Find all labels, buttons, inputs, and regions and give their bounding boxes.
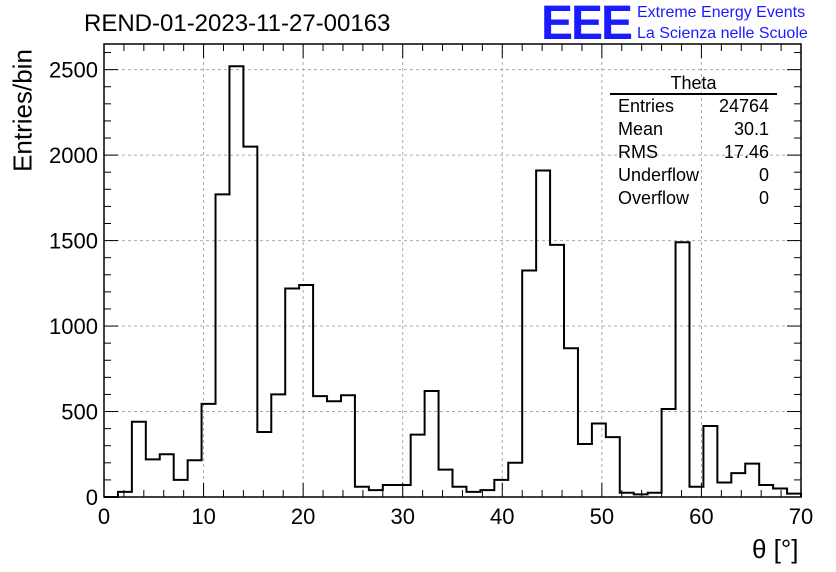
logo-line-1: Extreme Energy Events <box>637 4 806 21</box>
x-tick-label: 60 <box>689 504 713 529</box>
stats-title: Theta <box>610 73 777 95</box>
y-tick-label: 500 <box>61 400 98 425</box>
stats-value: 30.1 <box>733 119 769 139</box>
stats-label: Underflow <box>618 165 700 185</box>
y-tick-labels: 0 500 1000 1500 2000 2500 <box>49 58 98 510</box>
x-tick-labels: 0 10 20 30 40 50 60 70 <box>98 504 813 529</box>
x-tick-label: 50 <box>590 504 614 529</box>
stats-value: 0 <box>758 188 769 208</box>
stats-row: Mean 30.1 <box>610 118 777 141</box>
x-tick-label: 20 <box>291 504 315 529</box>
y-tick-label: 0 <box>86 485 98 510</box>
y-tick-label: 2000 <box>49 143 98 168</box>
stats-label: Overflow <box>618 188 690 208</box>
stats-label: Entries <box>618 96 675 116</box>
x-tick-label: 30 <box>390 504 414 529</box>
stats-row: Underflow 0 <box>610 164 777 187</box>
x-tick-label: 10 <box>191 504 215 529</box>
stats-label: RMS <box>618 142 658 162</box>
stats-value: 17.46 <box>723 142 769 162</box>
y-axis-label-wrap: Entries/bin <box>8 40 38 180</box>
plot-frame <box>103 43 802 498</box>
stats-row: Entries 24764 <box>610 95 777 118</box>
stats-value: 0 <box>758 165 769 185</box>
logo-mark: EEE <box>541 0 633 50</box>
logo-line-2: La Scienza nelle Scuole <box>637 25 808 42</box>
y-tick-label: 1500 <box>49 229 98 254</box>
x-tick-label: 0 <box>98 504 110 529</box>
stats-label: Mean <box>618 119 664 139</box>
y-tick-label: 1000 <box>49 314 98 339</box>
y-tick-label: 2500 <box>49 58 98 83</box>
grid-lines <box>104 44 801 497</box>
stats-row: RMS 17.46 <box>610 141 777 164</box>
x-tick-label: 70 <box>789 504 813 529</box>
histogram-series <box>104 65 802 498</box>
x-tick-label: 40 <box>490 504 514 529</box>
stats-box: Theta Entries 24764 Mean 30.1 RMS 17.46 … <box>610 73 777 210</box>
stats-row: Overflow 0 <box>610 187 777 210</box>
y-axis-label: Entries/bin <box>7 49 38 172</box>
x-axis-label: θ [°] <box>752 534 799 564</box>
stats-value: 24764 <box>718 96 769 116</box>
chart-title: REND-01-2023-11-27-00163 <box>84 10 391 37</box>
